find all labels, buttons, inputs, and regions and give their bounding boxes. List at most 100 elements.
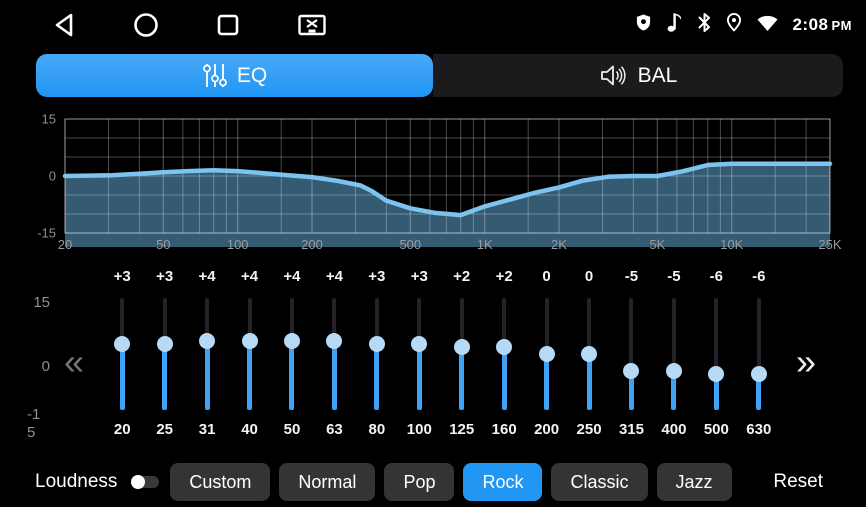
band-gain-label: -5 xyxy=(667,268,681,285)
band-slider-630[interactable] xyxy=(750,298,768,410)
eq-band-160: +2 160 xyxy=(483,268,525,438)
prev-bands-button[interactable]: « xyxy=(64,341,85,382)
band-freq-label: 400 xyxy=(661,421,687,438)
reset-button[interactable]: Reset xyxy=(773,471,823,492)
band-slider-40[interactable] xyxy=(241,298,259,410)
svg-text:10K: 10K xyxy=(720,237,743,252)
slider-knob[interactable] xyxy=(156,336,173,353)
tab-bar: EQ BAL xyxy=(36,54,843,97)
tab-eq[interactable]: EQ xyxy=(36,54,433,97)
band-slider-20[interactable] xyxy=(113,298,131,410)
loudness-label: Loudness xyxy=(35,471,118,492)
preset-pop-button[interactable]: Pop xyxy=(384,463,455,501)
slider-axis-min: -15 xyxy=(27,406,41,441)
slider-track xyxy=(671,298,676,410)
band-freq-label: 100 xyxy=(406,421,432,438)
recents-icon[interactable] xyxy=(216,12,240,38)
slider-fill xyxy=(544,354,550,410)
slider-fill xyxy=(247,340,253,410)
wifi-icon xyxy=(756,13,779,37)
slider-knob[interactable] xyxy=(241,332,258,349)
svg-text:1K: 1K xyxy=(477,237,493,252)
band-slider-31[interactable] xyxy=(198,298,216,410)
band-freq-label: 160 xyxy=(491,421,517,438)
slider-knob[interactable] xyxy=(581,346,598,362)
slider-knob[interactable] xyxy=(750,365,767,382)
preset-classic-button[interactable]: Classic xyxy=(551,463,648,501)
slider-fill xyxy=(671,370,677,410)
band-freq-label: 50 xyxy=(283,421,301,438)
band-gain-label: +4 xyxy=(240,268,259,285)
preset-normal-button[interactable]: Normal xyxy=(279,463,376,501)
band-gain-label: +3 xyxy=(113,268,131,285)
eq-band-200: 0 200 xyxy=(525,268,567,438)
band-slider-200[interactable] xyxy=(538,298,556,410)
slider-knob[interactable] xyxy=(326,332,343,349)
home-icon[interactable] xyxy=(133,12,159,38)
slider-knob[interactable] xyxy=(708,365,725,382)
slider-fill xyxy=(331,340,337,410)
band-slider-315[interactable] xyxy=(622,298,640,410)
band-slider-25[interactable] xyxy=(156,298,174,410)
slider-knob[interactable] xyxy=(623,362,640,379)
band-freq-label: 31 xyxy=(198,421,216,438)
speaker-icon xyxy=(599,62,629,89)
svg-text:0: 0 xyxy=(49,169,56,184)
bluetooth-icon xyxy=(697,12,712,38)
slider-knob[interactable] xyxy=(453,339,470,356)
slider-fill xyxy=(416,344,422,410)
band-slider-250[interactable] xyxy=(580,298,598,410)
back-icon[interactable] xyxy=(52,12,76,38)
band-slider-63[interactable] xyxy=(325,298,343,410)
eq-band-250: 0 250 xyxy=(568,268,610,438)
band-slider-125[interactable] xyxy=(453,298,471,410)
loudness-toggle[interactable] xyxy=(131,475,160,489)
slider-knob[interactable] xyxy=(368,336,385,353)
slider-knob[interactable] xyxy=(283,332,300,349)
slider-knob[interactable] xyxy=(114,336,131,353)
preset-buttons: Custom Normal Pop Rock Classic Jazz xyxy=(170,463,732,501)
slider-knob[interactable] xyxy=(199,332,216,349)
band-slider-80[interactable] xyxy=(368,298,386,410)
screenshot-icon[interactable] xyxy=(297,12,327,38)
slider-knob[interactable] xyxy=(496,339,513,356)
eq-band-80: +3 80 xyxy=(356,268,398,438)
band-gain-label: -5 xyxy=(624,268,639,285)
next-bands-button[interactable]: » xyxy=(796,341,817,382)
band-slider-160[interactable] xyxy=(495,298,513,410)
svg-text:-15: -15 xyxy=(37,226,56,241)
status-icons: 2:08 PM xyxy=(635,12,852,38)
svg-text:50: 50 xyxy=(156,237,170,252)
band-slider-500[interactable] xyxy=(707,298,725,410)
band-gain-label: +2 xyxy=(495,268,513,285)
slider-fill xyxy=(119,344,125,410)
band-gain-label: 0 xyxy=(542,268,551,285)
slider-knob[interactable] xyxy=(665,362,682,379)
location-icon xyxy=(725,12,743,38)
svg-text:2K: 2K xyxy=(551,237,567,252)
slider-knob[interactable] xyxy=(411,336,428,353)
nav-icons xyxy=(52,12,327,38)
eq-band-25: +3 25 xyxy=(143,268,185,438)
eq-band-100: +3 100 xyxy=(398,268,440,438)
band-slider-100[interactable] xyxy=(410,298,428,410)
band-slider-50[interactable] xyxy=(283,298,301,410)
band-gain-label: -6 xyxy=(709,268,724,285)
band-freq-label: 125 xyxy=(449,421,475,438)
band-freq-label: 500 xyxy=(703,421,729,438)
tab-bal[interactable]: BAL xyxy=(433,54,843,97)
band-slider-400[interactable] xyxy=(665,298,683,410)
preset-rock-button[interactable]: Rock xyxy=(463,463,543,501)
preset-jazz-button[interactable]: Jazz xyxy=(656,463,732,501)
slider-fill xyxy=(204,340,210,410)
slider-knob[interactable] xyxy=(538,346,555,362)
band-freq-label: 250 xyxy=(576,421,602,438)
slider-axis-zero: 0 xyxy=(41,358,50,375)
band-freq-label: 80 xyxy=(368,421,386,438)
slider-fill xyxy=(756,373,762,410)
eq-band-31: +4 31 xyxy=(186,268,228,438)
preset-custom-button[interactable]: Custom xyxy=(170,463,271,501)
band-gain-label: +4 xyxy=(325,268,343,285)
